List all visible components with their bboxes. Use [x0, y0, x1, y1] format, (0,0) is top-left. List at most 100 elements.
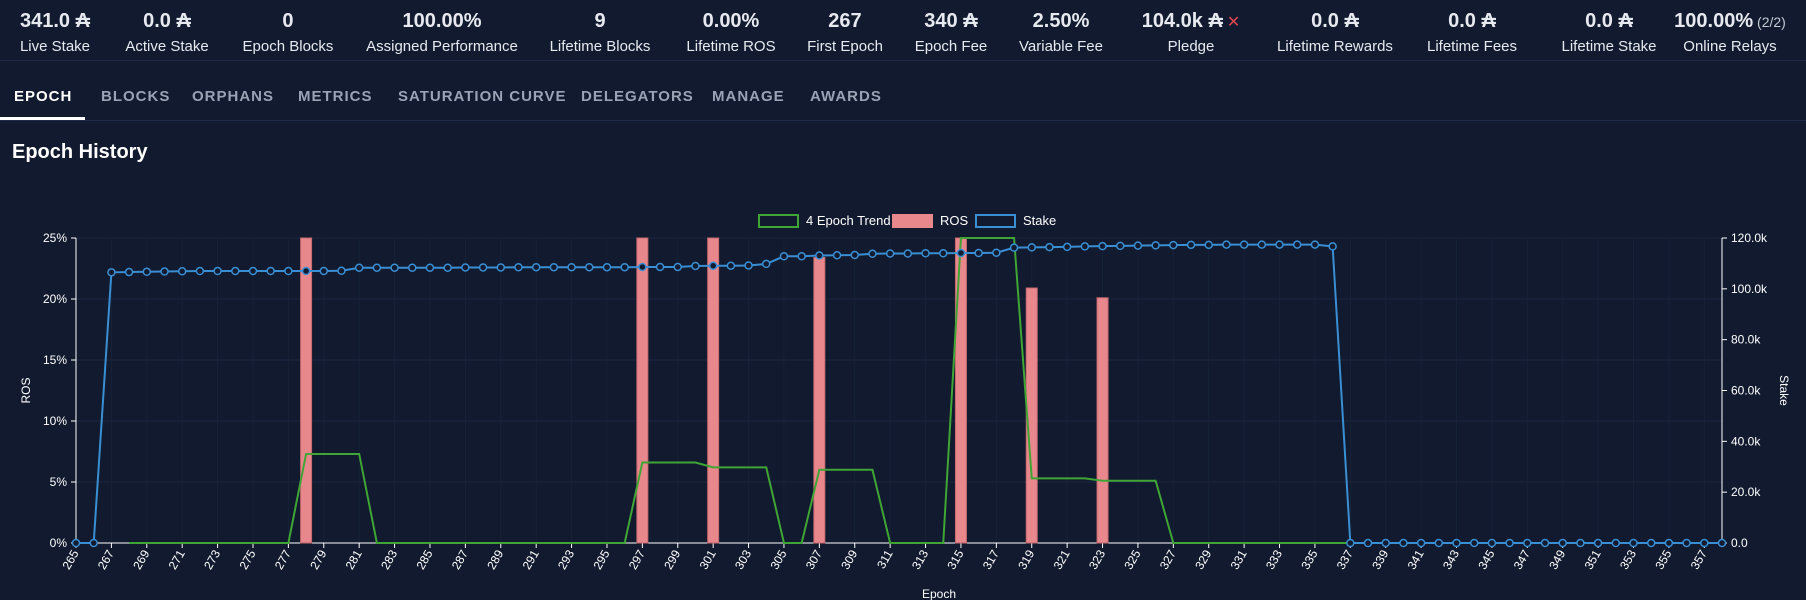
- y-tick-label: 15%: [43, 353, 67, 367]
- stake-point: [832, 251, 842, 260]
- stat-value: 0.00%: [686, 10, 775, 33]
- stake-point: [1257, 240, 1267, 249]
- x-tick-label: 351: [1582, 547, 1604, 572]
- stat-first-epoch: 267 First Epoch: [807, 0, 883, 60]
- stat-value-text: 340 ₳: [924, 10, 978, 32]
- x-tick-label: 313: [909, 547, 931, 572]
- stat-value-text: 0: [282, 10, 294, 32]
- ros-bar: [813, 257, 826, 544]
- stake-point: [160, 267, 169, 276]
- stake-point: [354, 263, 364, 272]
- active-tab-indicator: [0, 117, 85, 120]
- stake-point: [1717, 538, 1727, 548]
- x-tick-label: 301: [697, 547, 719, 572]
- stat-label: Live Stake: [19, 38, 91, 55]
- x-tick-label: 319: [1015, 547, 1037, 572]
- pledge-not-met-icon: ✕: [1226, 14, 1241, 31]
- stat-value-text: 341.0 ₳: [19, 10, 91, 32]
- x-tick-label: 275: [236, 547, 258, 572]
- stake-point: [284, 266, 293, 276]
- stake-point: [461, 263, 470, 272]
- x-tick-label: 289: [484, 547, 506, 572]
- stake-point: [585, 262, 594, 272]
- stake-point: [974, 248, 983, 258]
- stake-point: [1045, 242, 1054, 252]
- stake-point: [779, 252, 789, 261]
- x-tick-label: 273: [201, 547, 223, 572]
- stake-point: [1346, 538, 1355, 548]
- ros-bar: [300, 237, 313, 544]
- x-tick-label: 305: [767, 547, 789, 572]
- stake-point: [1009, 243, 1019, 252]
- stake-point: [885, 249, 895, 258]
- stake-point: [1169, 240, 1178, 250]
- tab-awards[interactable]: AWARDS: [810, 88, 882, 105]
- stake-point: [602, 262, 612, 272]
- stake-point: [107, 268, 116, 277]
- stake-point: [390, 263, 399, 272]
- stake-point: [1098, 241, 1107, 251]
- tab-blocks[interactable]: BLOCKS: [101, 88, 171, 105]
- tab-epoch[interactable]: EPOCH: [14, 88, 73, 105]
- tab-bar: EPOCH BLOCKS ORPHANS METRICS SATURATION CURV…: [0, 72, 1806, 121]
- stat-value: 0: [243, 10, 334, 33]
- stat-label: Lifetime Rewards: [1277, 38, 1393, 55]
- stake-point: [708, 261, 718, 270]
- stake-point: [1222, 240, 1231, 249]
- stake-point: [1186, 240, 1196, 250]
- epoch-history-chart: 0% 5% 10% 15% 20% 25% 0.0 20.0k 40.0k 60.0k 80.0k 1…: [19, 213, 1791, 600]
- x-tick-label: 309: [838, 547, 860, 572]
- stat-value: 340 ₳: [915, 10, 988, 33]
- tab-metrics[interactable]: METRICS: [298, 88, 373, 105]
- stake-point: [1487, 538, 1497, 548]
- stake-point: [1115, 241, 1125, 251]
- x-tick-label: 265: [59, 547, 81, 572]
- tab-delegators[interactable]: DELEGATORS: [581, 88, 694, 105]
- x-tick-label: 281: [343, 547, 365, 572]
- stat-active-stake: 0.0 ₳ Active Stake: [125, 0, 208, 60]
- tab-saturation-curve[interactable]: SATURATION CURVE: [398, 88, 567, 105]
- x-tick-label: 269: [130, 547, 152, 572]
- x-tick-label: 335: [1298, 547, 1320, 572]
- stake-point: [1664, 538, 1674, 548]
- stat-label: Online Relays: [1683, 38, 1777, 55]
- stake-point: [797, 252, 806, 261]
- stat-value: 0.0 ₳: [1561, 10, 1656, 33]
- stake-point: [1381, 538, 1390, 548]
- x-tick-label: 317: [980, 547, 1002, 572]
- stake-point: [868, 249, 877, 259]
- stake-point: [1593, 538, 1603, 548]
- y2-tick-label: 80.0k: [1731, 333, 1761, 347]
- stat-label: Epoch Fee: [914, 38, 988, 55]
- stake-point: [231, 266, 240, 276]
- stat-value: 2.50%: [1019, 10, 1103, 33]
- stat-assigned-performance: 100.00% Assigned Performance: [366, 0, 518, 60]
- stat-value-text: 100.00%: [1674, 10, 1754, 32]
- stake-point: [425, 263, 435, 272]
- x-axis-title: Epoch: [922, 587, 956, 600]
- stake-point: [762, 259, 771, 269]
- x-tick-label: 333: [1263, 547, 1285, 572]
- x-tick-label: 295: [590, 547, 612, 572]
- stake-point: [815, 251, 824, 260]
- x-tick-label: 327: [1157, 547, 1179, 572]
- tab-orphans[interactable]: ORPHANS: [192, 88, 275, 105]
- stake-point: [673, 262, 683, 272]
- x-tick-label: 337: [1334, 547, 1356, 572]
- stake-point: [921, 249, 930, 258]
- stake-point: [567, 262, 576, 272]
- stat-epoch-blocks: 0 Epoch Blocks: [243, 0, 334, 60]
- section-title: Epoch History: [12, 141, 148, 163]
- y2-tick-label: 120.0k: [1731, 231, 1768, 245]
- x-tick-label: 329: [1192, 547, 1214, 572]
- stake-point: [903, 249, 913, 258]
- stat-label: Lifetime Fees: [1426, 38, 1518, 55]
- stake-point: [1363, 538, 1373, 548]
- stake-point: [1434, 538, 1444, 548]
- stake-point: [1611, 538, 1621, 548]
- tab-manage[interactable]: MANAGE: [712, 88, 785, 105]
- stake-point: [248, 266, 258, 276]
- stake-point: [1469, 538, 1479, 548]
- stake-point: [992, 248, 1001, 257]
- stat-value: 9: [550, 10, 651, 33]
